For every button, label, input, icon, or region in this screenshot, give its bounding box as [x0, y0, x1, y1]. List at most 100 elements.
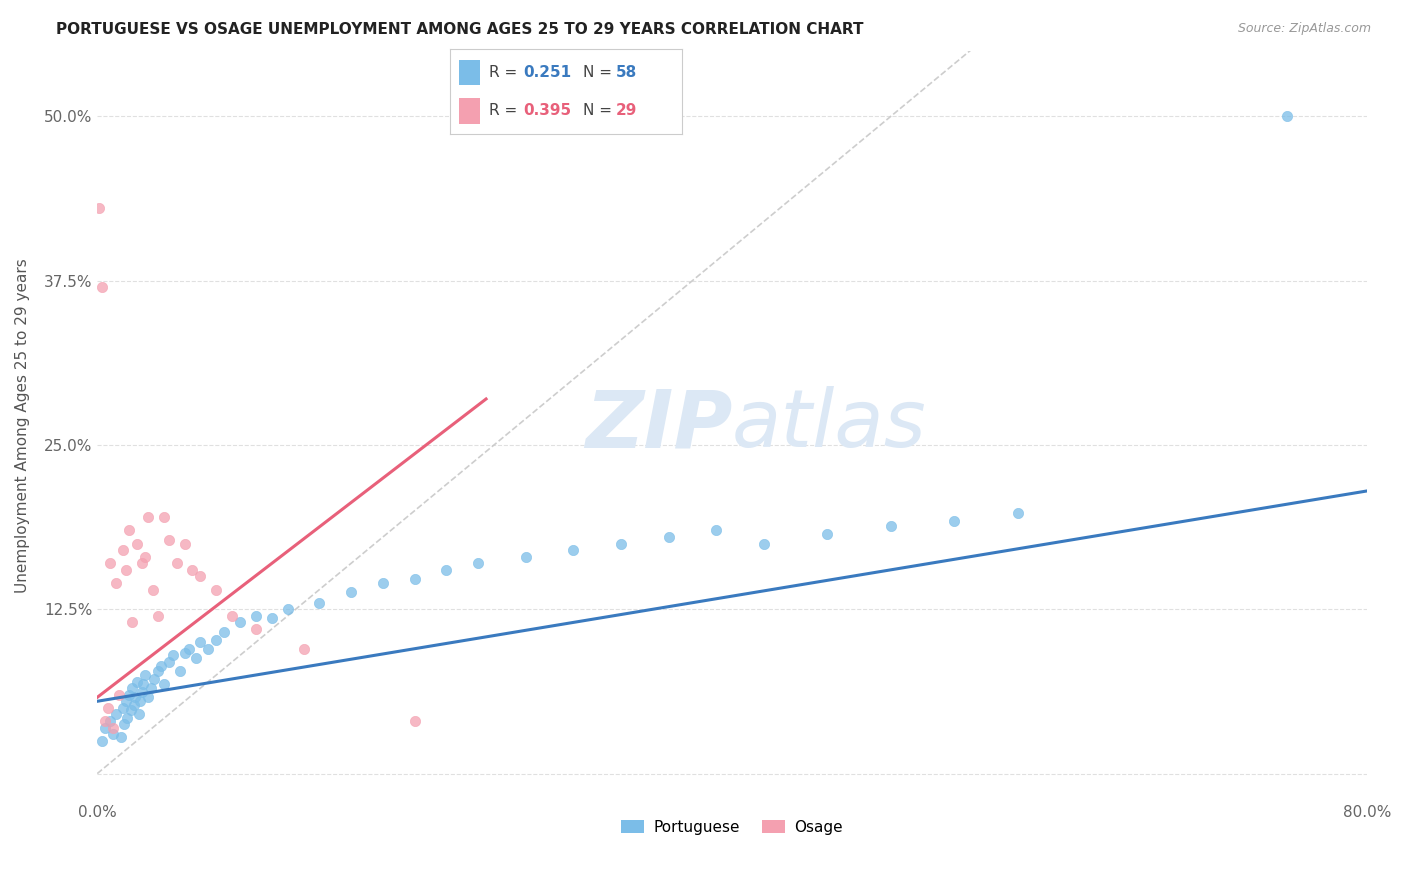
Point: [108, 688, 131, 702]
Point: [87, 202, 110, 216]
Point: [121, 615, 143, 630]
Point: [515, 549, 537, 564]
Point: [94, 721, 117, 735]
Point: [142, 582, 165, 597]
Point: [94, 714, 117, 728]
Point: [131, 556, 153, 570]
Point: [173, 646, 195, 660]
FancyBboxPatch shape: [460, 98, 479, 124]
Point: [1007, 506, 1029, 520]
Text: 0.251: 0.251: [523, 65, 571, 80]
Point: [815, 527, 838, 541]
Point: [404, 572, 426, 586]
Point: [125, 674, 148, 689]
Point: [125, 536, 148, 550]
Text: 0.395: 0.395: [523, 103, 571, 118]
Point: [752, 536, 775, 550]
Point: [132, 677, 155, 691]
Point: [205, 632, 228, 647]
Point: [179, 641, 201, 656]
Point: [658, 530, 681, 544]
Point: [122, 698, 145, 713]
Point: [880, 519, 903, 533]
Point: [371, 576, 394, 591]
Point: [141, 681, 163, 695]
Point: [292, 641, 315, 656]
Point: [434, 563, 457, 577]
Point: [153, 677, 176, 691]
Point: [124, 690, 146, 705]
Point: [245, 608, 267, 623]
Point: [121, 681, 143, 695]
Point: [98, 714, 121, 728]
Text: atlas: atlas: [733, 386, 927, 464]
Point: [118, 524, 141, 538]
Point: [157, 533, 180, 547]
Point: [1277, 109, 1299, 123]
Point: [111, 543, 134, 558]
Point: [404, 714, 426, 728]
Point: [136, 690, 159, 705]
Point: [146, 608, 169, 623]
Point: [105, 707, 128, 722]
Point: [308, 596, 330, 610]
Point: [169, 664, 191, 678]
Point: [190, 569, 212, 583]
Point: [101, 721, 124, 735]
Text: 58: 58: [616, 65, 637, 80]
Point: [105, 576, 128, 591]
Point: [212, 624, 235, 639]
Point: [114, 563, 136, 577]
Point: [149, 658, 172, 673]
Point: [128, 707, 150, 722]
Point: [221, 608, 243, 623]
Text: Source: ZipAtlas.com: Source: ZipAtlas.com: [1237, 22, 1371, 36]
Point: [134, 668, 156, 682]
Point: [117, 711, 139, 725]
Point: [111, 701, 134, 715]
Point: [91, 280, 114, 294]
Point: [260, 611, 283, 625]
Point: [173, 536, 195, 550]
Point: [197, 641, 219, 656]
Point: [184, 651, 207, 665]
Point: [157, 655, 180, 669]
Point: [143, 672, 166, 686]
Point: [131, 685, 153, 699]
Point: [229, 615, 252, 630]
Text: PORTUGUESE VS OSAGE UNEMPLOYMENT AMONG AGES 25 TO 29 YEARS CORRELATION CHART: PORTUGUESE VS OSAGE UNEMPLOYMENT AMONG A…: [56, 22, 863, 37]
Point: [153, 510, 176, 524]
Text: R =: R =: [489, 103, 523, 118]
Text: N =: N =: [583, 65, 617, 80]
Point: [190, 635, 212, 649]
Point: [162, 648, 184, 663]
Point: [97, 701, 120, 715]
Point: [134, 549, 156, 564]
Text: R =: R =: [489, 65, 523, 80]
Point: [146, 664, 169, 678]
Text: 29: 29: [616, 103, 637, 118]
Point: [114, 694, 136, 708]
Point: [562, 543, 585, 558]
Point: [610, 536, 633, 550]
Point: [943, 514, 966, 528]
Text: ZIP: ZIP: [585, 386, 733, 464]
Point: [205, 582, 228, 597]
Point: [340, 585, 363, 599]
Y-axis label: Unemployment Among Ages 25 to 29 years: Unemployment Among Ages 25 to 29 years: [15, 258, 30, 592]
Point: [91, 733, 114, 747]
Point: [181, 563, 204, 577]
FancyBboxPatch shape: [460, 60, 479, 86]
Point: [245, 622, 267, 636]
Point: [136, 510, 159, 524]
Point: [277, 602, 299, 616]
Point: [704, 524, 727, 538]
Point: [467, 556, 489, 570]
Point: [120, 704, 142, 718]
Point: [101, 727, 124, 741]
Point: [110, 730, 132, 744]
Point: [112, 716, 135, 731]
Point: [166, 556, 188, 570]
Text: N =: N =: [583, 103, 617, 118]
Legend: Portuguese, Osage: Portuguese, Osage: [614, 814, 849, 841]
